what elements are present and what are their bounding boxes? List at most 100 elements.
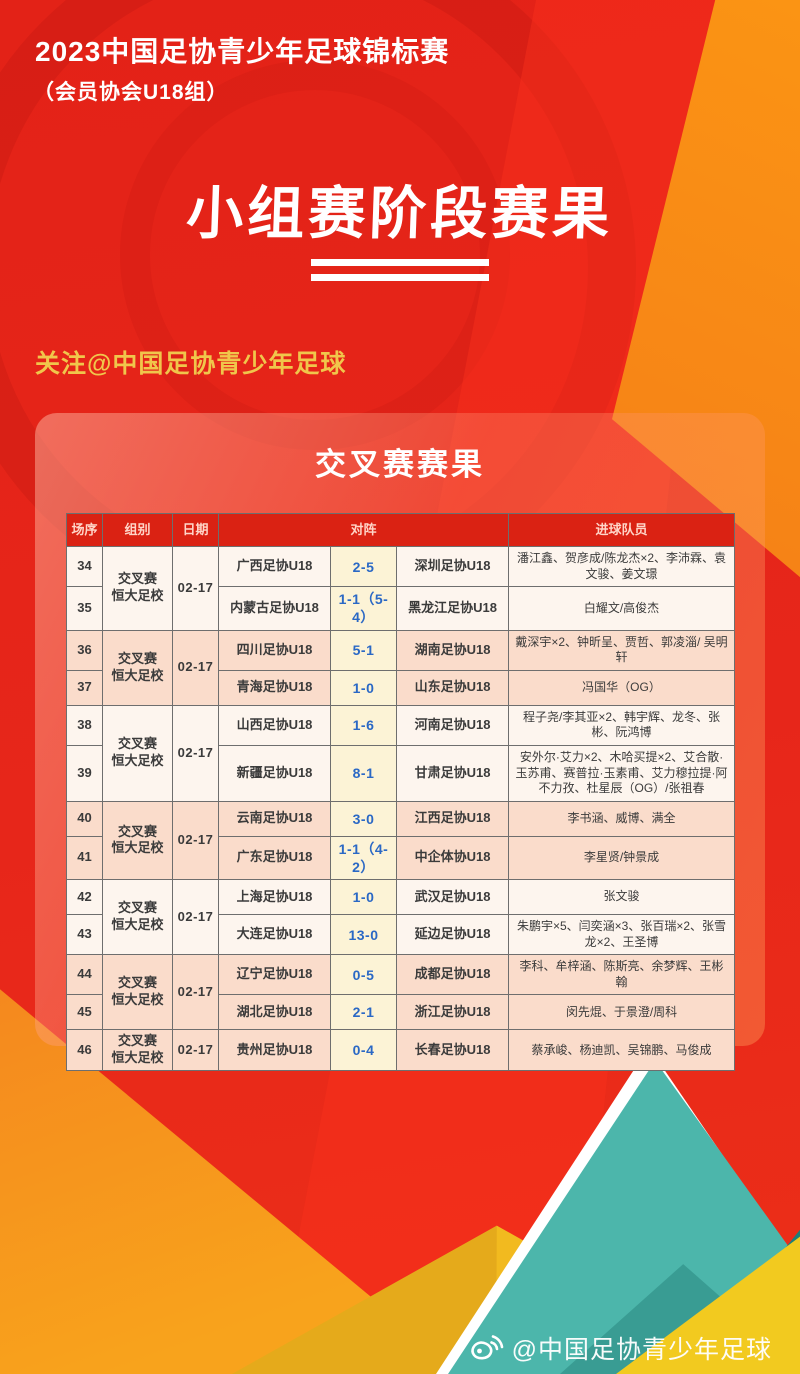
scorers-cell: 戴深宇×2、钟昕呈、贾哲、郭凌淄/ 吴明轩 — [508, 629, 736, 671]
table-row: 43 大连足协U18 13-0 延边足协U18 朱鹏宇×5、闫奕涵×3、张百瑞×2、张雪… — [66, 914, 736, 956]
match-number-cell: 37 — [66, 669, 103, 706]
match-number-cell: 35 — [66, 586, 103, 631]
home-team-cell: 山西足协U18 — [218, 704, 331, 746]
away-team-cell: 长春足协U18 — [395, 1029, 510, 1072]
date-cell: 02-17 — [172, 546, 219, 631]
match-number-cell: 36 — [66, 629, 103, 671]
away-team-cell: 武汉足协U18 — [395, 879, 510, 916]
scorers-cell: 安外尔·艾力×2、木哈买提×2、艾合散·玉苏甫、赛普拉·玉素甫、艾力穆拉提·阿不… — [508, 744, 736, 802]
table-row: 45 湖北足协U18 2-1 浙江足协U18 闵先焜、于景澄/周科 — [66, 994, 736, 1031]
panel-title: 交叉赛赛果 — [315, 447, 485, 482]
away-team-cell: 深圳足协U18 — [395, 545, 510, 588]
tournament-title: 2023中国足协青少年足球锦标赛 — [35, 36, 450, 67]
col-header-date: 日期 — [172, 513, 219, 547]
score-cell: 1-1（5-4） — [330, 586, 397, 631]
title-underline-bottom — [311, 274, 489, 281]
col-header-matchup: 对阵 — [217, 513, 510, 547]
score-cell: 8-1 — [330, 744, 397, 802]
home-team-cell: 四川足协U18 — [218, 629, 331, 671]
scorers-cell: 程子尧/李其亚×2、韩宇辉、龙冬、张彬、阮鸿博 — [508, 704, 736, 746]
table-row: 46 交叉赛 恒大足校 02-17 贵州足协U18 0-4 长春足协U18 蔡承峻、杨迪凯、… — [66, 1029, 736, 1072]
group-cell: 交叉赛 恒大足校 — [102, 879, 173, 956]
group-cell: 交叉赛 恒大足校 — [102, 704, 173, 802]
table-row: 41 广东足协U18 1-1（4-2） 中企体协U18 李星贤/钟景成 — [66, 835, 736, 881]
match-number-cell: 41 — [66, 835, 103, 881]
col-header-match-no: 场序 — [66, 513, 103, 547]
results-table: 场序 组别 日期 对阵 进球队员 34 交叉赛 恒大足校 02-17 广西足协U18 2… — [66, 513, 736, 1072]
date-cell: 02-17 — [172, 704, 219, 802]
results-table-wrap: 场序 组别 日期 对阵 进球队员 34 交叉赛 恒大足校 02-17 广西足协U18 2… — [66, 513, 736, 1072]
home-team-cell: 新疆足协U18 — [218, 744, 331, 802]
scorers-cell: 冯国华（OG） — [508, 669, 736, 706]
scorers-cell: 李科、牟梓涵、陈斯亮、余梦辉、王彬翰 — [508, 954, 736, 996]
scorers-cell: 朱鹏宇×5、闫奕涵×3、张百瑞×2、张雪龙×2、王圣博 — [508, 914, 736, 956]
table-row: 36 交叉赛 恒大足校 02-17 四川足协U18 5-1 湖南足协U18 戴深宇×2、钟昕… — [66, 629, 736, 706]
group-cell: 交叉赛 恒大足校 — [102, 954, 173, 1031]
table-header-row: 场序 组别 日期 对阵 进球队员 — [66, 513, 736, 547]
group-cell: 交叉赛 恒大足校 — [102, 1029, 173, 1072]
match-number-cell: 40 — [66, 800, 103, 837]
score-cell: 1-1（4-2） — [330, 835, 397, 881]
score-cell: 3-0 — [330, 800, 397, 837]
match-number-cell: 38 — [66, 704, 103, 746]
home-team-cell: 湖北足协U18 — [218, 994, 331, 1031]
group-cell: 交叉赛 恒大足校 — [102, 800, 173, 881]
date-cell: 02-17 — [172, 1029, 219, 1072]
table-row: 34 交叉赛 恒大足校 02-17 广西足协U18 2-5 深圳足协U18 潘江鑫、贺彦成/… — [66, 545, 736, 631]
results-table-body: 34 交叉赛 恒大足校 02-17 广西足协U18 2-5 深圳足协U18 潘江鑫、贺彦成/… — [66, 545, 736, 1072]
scorers-cell: 白耀文/高俊杰 — [508, 586, 736, 631]
date-cell: 02-17 — [172, 879, 219, 956]
away-team-cell: 中企体协U18 — [395, 835, 510, 881]
page-title: 小组赛阶段赛果 — [185, 182, 615, 246]
away-team-cell: 浙江足协U18 — [395, 994, 510, 1031]
title-underline-top — [311, 259, 489, 266]
home-team-cell: 云南足协U18 — [218, 800, 331, 837]
soccer-ball-inner-arc — [120, 60, 510, 450]
col-header-scorers: 进球队员 — [508, 513, 736, 547]
match-number-cell: 42 — [66, 879, 103, 916]
away-team-cell: 山东足协U18 — [395, 669, 510, 706]
group-cell: 交叉赛 恒大足校 — [102, 546, 173, 631]
away-team-cell: 江西足协U18 — [395, 800, 510, 837]
table-row: 35 内蒙古足协U18 1-1（5-4） 黑龙江足协U18 白耀文/高俊杰 — [66, 586, 736, 631]
scorers-cell: 张文骏 — [508, 879, 736, 916]
score-cell: 0-5 — [330, 954, 397, 996]
scorers-cell: 蔡承峻、杨迪凯、吴锦鹏、马俊成 — [508, 1029, 736, 1072]
score-cell: 0-4 — [330, 1029, 397, 1072]
score-cell: 2-5 — [330, 545, 397, 588]
table-row: 40 交叉赛 恒大足校 02-17 云南足协U18 3-0 江西足协U18 李书涵、威博、满… — [66, 800, 736, 881]
away-team-cell: 黑龙江足协U18 — [395, 586, 510, 631]
score-cell: 13-0 — [330, 914, 397, 956]
watermark-text: @中国足协青少年足球 — [511, 1336, 772, 1364]
table-row: 38 交叉赛 恒大足校 02-17 山西足协U18 1-6 河南足协U18 程子尧/李其亚×… — [66, 704, 736, 802]
table-row: 44 交叉赛 恒大足校 02-17 辽宁足协U18 0-5 成都足协U18 李科、牟梓涵、陈… — [66, 954, 736, 1031]
score-cell: 1-0 — [330, 669, 397, 706]
home-team-cell: 辽宁足协U18 — [218, 954, 331, 996]
home-team-cell: 大连足协U18 — [218, 914, 331, 956]
follow-account-label: 关注@中国足协青少年足球 — [35, 350, 347, 378]
score-cell: 1-6 — [330, 704, 397, 746]
away-team-cell: 湖南足协U18 — [395, 629, 510, 671]
away-team-cell: 延边足协U18 — [395, 914, 510, 956]
match-number-cell: 34 — [66, 545, 103, 588]
home-team-cell: 贵州足协U18 — [218, 1029, 331, 1072]
match-number-cell: 43 — [66, 914, 103, 956]
table-row: 39 新疆足协U18 8-1 甘肃足协U18 安外尔·艾力×2、木哈买提×2、艾合散·玉… — [66, 744, 736, 802]
away-team-cell: 河南足协U18 — [395, 704, 510, 746]
date-cell: 02-17 — [172, 629, 219, 706]
group-cell: 交叉赛 恒大足校 — [102, 629, 173, 706]
match-number-cell: 44 — [66, 954, 103, 996]
table-row: 37 青海足协U18 1-0 山东足协U18 冯国华（OG） — [66, 669, 736, 706]
table-row: 42 交叉赛 恒大足校 02-17 上海足协U18 1-0 武汉足协U18 张文骏 — [66, 879, 736, 956]
home-team-cell: 青海足协U18 — [218, 669, 331, 706]
weibo-eye-icon — [470, 1335, 503, 1360]
date-cell: 02-17 — [172, 800, 219, 881]
results-panel: 交叉赛赛果 场序 组别 日期 对阵 进球队员 34 交叉赛 恒大足校 02-17 广西 — [35, 413, 765, 1072]
home-team-cell: 广东足协U18 — [218, 835, 331, 881]
away-team-cell: 成都足协U18 — [395, 954, 510, 996]
match-number-cell: 45 — [66, 994, 103, 1031]
scorers-cell: 李书涵、威博、满全 — [508, 800, 736, 837]
scorers-cell: 潘江鑫、贺彦成/陈龙杰×2、李沛霖、袁文骏、姜文璟 — [508, 545, 736, 588]
score-cell: 5-1 — [330, 629, 397, 671]
